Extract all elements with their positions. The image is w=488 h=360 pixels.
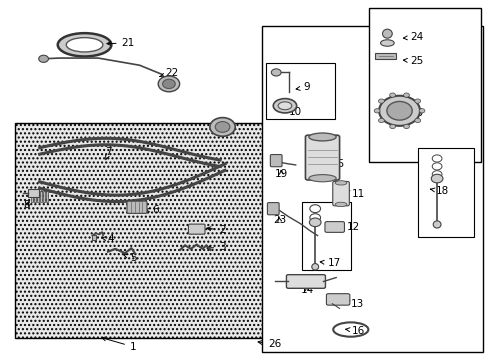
Ellipse shape — [308, 175, 335, 182]
Circle shape — [162, 79, 175, 89]
Circle shape — [414, 118, 420, 123]
Ellipse shape — [334, 202, 346, 207]
FancyBboxPatch shape — [325, 222, 344, 232]
FancyBboxPatch shape — [188, 224, 204, 234]
FancyBboxPatch shape — [267, 203, 279, 215]
Circle shape — [431, 155, 441, 162]
Circle shape — [271, 69, 281, 76]
FancyBboxPatch shape — [127, 201, 147, 213]
Circle shape — [389, 124, 395, 129]
Ellipse shape — [278, 102, 291, 110]
Circle shape — [430, 174, 442, 183]
Text: 1: 1 — [102, 337, 136, 352]
Circle shape — [403, 124, 408, 129]
Bar — [417, 148, 473, 237]
FancyBboxPatch shape — [305, 135, 339, 180]
FancyBboxPatch shape — [332, 181, 348, 206]
Bar — [15, 123, 266, 338]
Text: 9: 9 — [296, 82, 309, 93]
Bar — [37, 191, 39, 202]
Bar — [28, 189, 39, 197]
Text: 8: 8 — [23, 200, 30, 210]
FancyBboxPatch shape — [326, 294, 349, 305]
Text: 14: 14 — [300, 285, 313, 296]
Circle shape — [431, 163, 441, 170]
Circle shape — [414, 99, 420, 103]
Text: 15: 15 — [325, 159, 345, 169]
Text: 19: 19 — [274, 168, 287, 179]
Circle shape — [378, 99, 384, 103]
Bar — [261, 26, 483, 352]
Bar — [302, 202, 350, 270]
Ellipse shape — [432, 221, 440, 228]
Circle shape — [158, 76, 179, 92]
Text: 3: 3 — [206, 242, 225, 252]
Text: 2: 2 — [206, 225, 225, 235]
FancyBboxPatch shape — [286, 275, 325, 288]
Circle shape — [209, 118, 235, 136]
Text: 6: 6 — [145, 206, 158, 216]
Circle shape — [309, 218, 321, 226]
Text: 22: 22 — [160, 68, 179, 78]
Ellipse shape — [334, 181, 346, 185]
Ellipse shape — [382, 29, 391, 38]
Text: 16: 16 — [345, 325, 364, 336]
Text: 20: 20 — [403, 108, 423, 118]
Text: 10: 10 — [282, 107, 301, 117]
Text: 11: 11 — [345, 189, 364, 199]
Ellipse shape — [380, 40, 393, 46]
Circle shape — [418, 109, 424, 113]
Text: 26: 26 — [258, 339, 281, 349]
Text: 18: 18 — [429, 186, 448, 197]
Ellipse shape — [273, 99, 296, 113]
Text: 17: 17 — [320, 258, 340, 268]
Circle shape — [378, 96, 419, 126]
Ellipse shape — [58, 33, 111, 57]
Text: 13: 13 — [345, 299, 363, 309]
Circle shape — [215, 122, 229, 132]
Bar — [31, 191, 33, 202]
Circle shape — [309, 214, 320, 222]
Bar — [43, 191, 45, 202]
Circle shape — [378, 118, 384, 123]
Text: 7: 7 — [105, 147, 112, 160]
Text: 5: 5 — [123, 253, 136, 263]
Bar — [40, 191, 42, 202]
Ellipse shape — [311, 264, 318, 270]
Bar — [34, 191, 36, 202]
Text: 21: 21 — [107, 38, 135, 48]
Ellipse shape — [308, 133, 335, 141]
Circle shape — [39, 55, 48, 62]
Text: 24: 24 — [403, 32, 423, 42]
Ellipse shape — [66, 38, 102, 52]
Bar — [266, 63, 334, 119]
Circle shape — [373, 109, 379, 113]
Text: 12: 12 — [339, 222, 359, 232]
Circle shape — [386, 102, 411, 120]
Text: 25: 25 — [403, 56, 423, 66]
Bar — [368, 8, 480, 162]
Circle shape — [431, 171, 441, 178]
Bar — [46, 191, 48, 202]
Text: 23: 23 — [272, 215, 285, 225]
Circle shape — [309, 205, 320, 213]
FancyBboxPatch shape — [270, 154, 282, 167]
Bar — [92, 235, 96, 240]
Text: 4: 4 — [101, 234, 113, 244]
Circle shape — [403, 93, 408, 97]
Bar — [374, 53, 395, 59]
Circle shape — [389, 93, 395, 97]
